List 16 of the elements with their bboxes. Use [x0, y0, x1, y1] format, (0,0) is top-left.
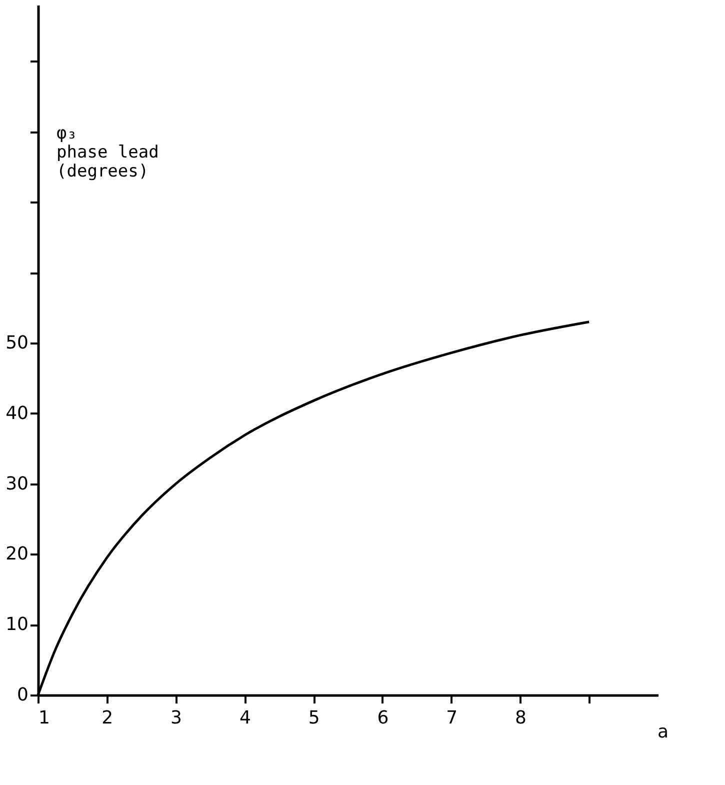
- x-axis-title: a: [657, 722, 668, 742]
- x-tick-label: 4: [239, 708, 251, 728]
- x-tick-label: 7: [446, 708, 458, 728]
- x-tick-label: 5: [308, 708, 320, 728]
- x-tick-label: 2: [102, 708, 114, 728]
- y-tick-label: 20: [6, 544, 28, 565]
- y-tick-label: 30: [6, 473, 28, 494]
- x-tick-label: 8: [514, 708, 526, 728]
- x-tick-label: 1: [38, 708, 50, 728]
- x-tick-label: 6: [377, 708, 389, 728]
- y-tick-label: 10: [6, 614, 28, 636]
- y-axis-title: φ₃ phase lead (degrees): [56, 124, 159, 182]
- x-tick-label: 3: [170, 708, 182, 728]
- y-tick-label: 50: [6, 332, 28, 354]
- y-tick-label: 0: [17, 684, 28, 706]
- y-tick-label: 40: [6, 402, 28, 424]
